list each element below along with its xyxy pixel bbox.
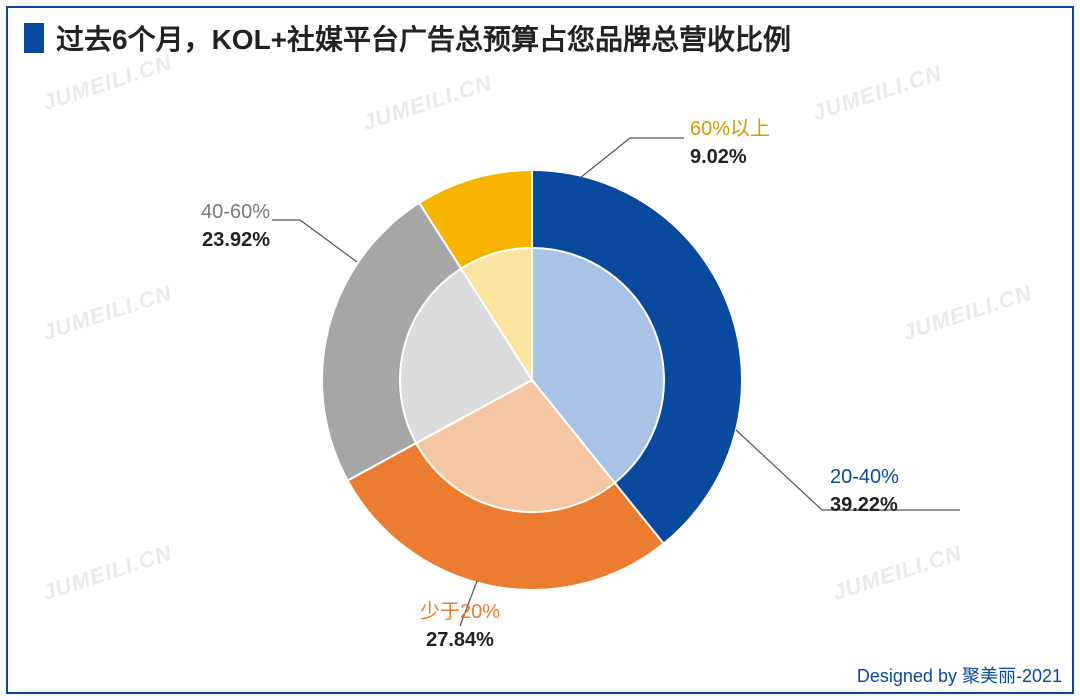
slice-category: 少于20% [400, 598, 520, 626]
slice-label: 60%以上9.02% [690, 115, 770, 171]
slice-value: 9.02% [690, 143, 770, 171]
slice-value: 27.84% [400, 626, 520, 654]
slice-category: 40-60% [150, 198, 270, 226]
slice-value: 23.92% [150, 226, 270, 254]
pie-chart [0, 0, 1080, 700]
leader-line [272, 220, 357, 262]
leader-line [580, 138, 684, 178]
slice-value: 39.22% [830, 491, 899, 519]
credit-line: Designed by 聚美丽-2021 [857, 662, 1062, 688]
slice-label: 20-40%39.22% [830, 463, 899, 519]
slice-label: 少于20%27.84% [400, 598, 520, 654]
slice-category: 60%以上 [690, 115, 770, 143]
slice-label: 40-60%23.92% [150, 198, 270, 254]
slice-category: 20-40% [830, 463, 899, 491]
